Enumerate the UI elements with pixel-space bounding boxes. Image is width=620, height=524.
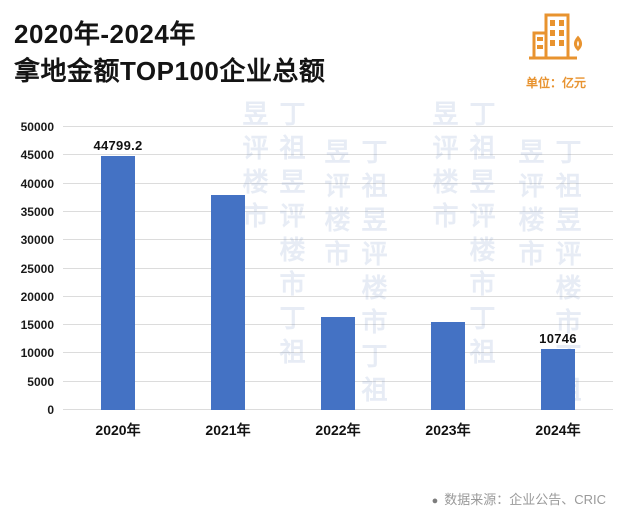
bar-slot: [393, 127, 503, 410]
y-tick-label: 10000: [20, 346, 54, 361]
y-tick-label: 15000: [20, 318, 54, 333]
y-tick-label: 20000: [20, 289, 54, 304]
page-title: 2020年-2024年 拿地金额TOP100企业总额: [14, 16, 325, 90]
y-tick-label: 0: [47, 403, 54, 417]
bar-slot: 10746: [503, 127, 613, 410]
bar-2022年: [321, 316, 355, 410]
bar-slot: 44799.2: [63, 127, 173, 410]
y-tick-label: 50000: [20, 120, 54, 134]
y-axis: 0 5000 10000 15000 20000 25000 30000 35000 40000…: [14, 120, 58, 417]
gridline: [63, 126, 613, 127]
bar-slot: [283, 127, 393, 410]
x-axis-label: 2022年: [315, 422, 361, 438]
x-axis: 2020年 2021年 2022年 2023年 2024年: [63, 420, 613, 440]
x-axis-label: 2024年: [535, 422, 581, 438]
y-tick-label: 40000: [20, 176, 54, 191]
y-tick-label: 45000: [20, 148, 54, 163]
x-axis-label: 2021年: [205, 422, 251, 438]
y-tick-label: 25000: [20, 261, 54, 276]
brand-block: 单位：亿元: [514, 8, 598, 91]
gridline: [63, 154, 613, 156]
gridline: [63, 295, 613, 297]
plot-area: 44799.2 10746: [63, 126, 613, 410]
unit-label: 单位：亿元: [525, 76, 586, 90]
bar-2020年: [101, 156, 135, 410]
gridline: [63, 210, 613, 212]
bar-slot: [173, 127, 283, 410]
gridline: [63, 239, 613, 241]
x-axis-label: 2023年: [425, 422, 471, 438]
y-tick-label: 5000: [27, 374, 54, 389]
bar-value-label: 10746: [539, 331, 577, 347]
bars-row: 44799.2 10746: [63, 127, 613, 410]
bar-2023年: [431, 322, 465, 410]
x-axis-label: 2020年: [95, 422, 141, 438]
bar-chart: 0 5000 10000 15000 20000 25000 30000 35000 40000…: [14, 120, 613, 417]
title-line-1: 2020年-2024年: [14, 19, 196, 49]
source-bullet-icon: ●: [431, 495, 439, 507]
source-label: 数据来源：企业公告、CRIC: [444, 492, 606, 507]
bar-value-label: 44799.2: [93, 138, 143, 154]
buildings-icon: [527, 13, 585, 70]
gridline: [63, 182, 613, 184]
title-line-2: 拿地金额TOP100企业总额: [14, 56, 326, 86]
bar-2024年: [541, 349, 575, 410]
gridline: [63, 267, 613, 269]
y-tick-label: 35000: [20, 204, 54, 219]
bar-2021年: [211, 194, 245, 410]
y-tick-label: 30000: [20, 233, 54, 248]
data-source: ● 数据来源：企业公告、CRIC: [432, 489, 606, 508]
